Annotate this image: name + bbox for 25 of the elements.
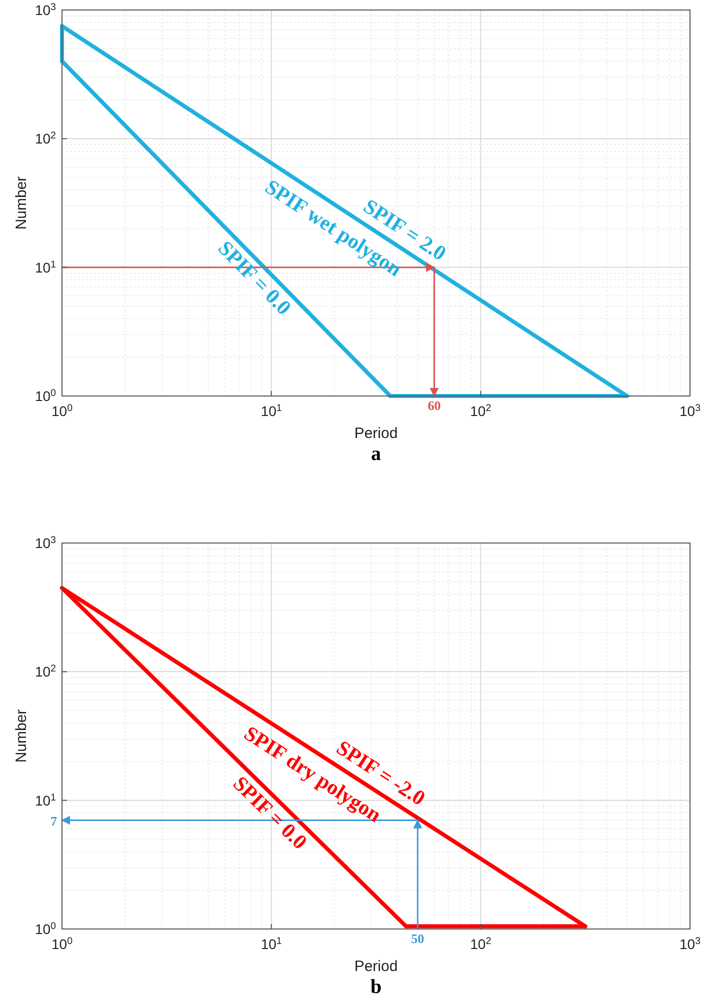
x-axis-title: Period	[354, 425, 398, 442]
x-tick-label: 10$^{1}$	[260, 936, 282, 952]
x-axis-title: Period	[354, 958, 398, 975]
y-tick-label: 10$^{1}$	[34, 792, 56, 808]
x-tick-label: 10$^{0}$	[51, 936, 74, 952]
x-tick-label: 10$^{2}$	[470, 402, 492, 419]
y-axis-title: Number	[13, 176, 30, 230]
text: a	[371, 443, 381, 465]
text: b	[370, 976, 382, 998]
y-tick-label: 10$^{0}$	[34, 920, 57, 937]
y-tick-label: 10$^{1}$	[34, 258, 56, 276]
y-tick-label: 10$^{2}$	[34, 130, 56, 147]
y-tick-label: 10$^{0}$	[34, 388, 57, 404]
y-tick-label: 10$^{3}$	[34, 534, 57, 551]
annotation: 60	[428, 398, 441, 413]
x-tick-label: 10$^{1}$	[260, 402, 282, 419]
x-tick-label: 10$^{3}$	[679, 402, 702, 419]
annotation: 7	[50, 813, 58, 828]
x-tick-label: 10$^{0}$	[51, 402, 74, 419]
x-tick-label: 10$^{3}$	[679, 936, 702, 952]
y-axis-title: Number	[13, 709, 30, 763]
y-tick-label: 10$^{2}$	[34, 663, 56, 680]
annotation: 50	[411, 931, 424, 946]
y-tick-label: 10$^{3}$	[34, 2, 57, 18]
x-tick-label: 10$^{2}$	[470, 936, 492, 952]
